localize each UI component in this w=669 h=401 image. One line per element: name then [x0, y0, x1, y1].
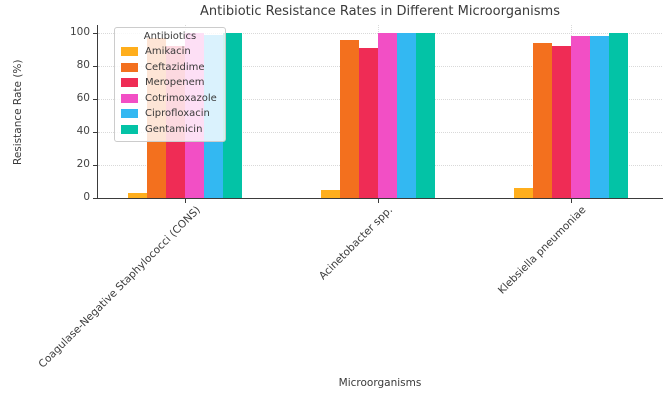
x-tick-1 — [378, 199, 379, 203]
y-axis-spine — [97, 25, 98, 199]
bar-gentamicin-0 — [223, 33, 242, 198]
bar-meropenem-1 — [359, 48, 378, 198]
legend-label: Meropenem — [145, 77, 205, 89]
y-tick-label-40: 40 — [76, 125, 90, 137]
legend: Antibiotics Amikacin Ceftazidime Meropenem… — [114, 27, 226, 142]
legend-swatch-icon — [121, 93, 138, 103]
x-axis-label: Microorganisms — [338, 377, 422, 389]
bar-amikacin-1 — [321, 190, 340, 198]
x-tick-0 — [185, 199, 186, 203]
legend-label: Gentamicin — [145, 123, 203, 135]
legend-label: Amikacin — [145, 46, 191, 58]
legend-item-cotrimoxazole: Cotrimoxazole — [121, 91, 219, 107]
legend-title: Antibiotics — [143, 31, 197, 42]
y-tick-100 — [93, 33, 97, 34]
legend-label: Ceftazidime — [145, 61, 205, 73]
chart-title: Antibiotic Resistance Rates in Different… — [200, 4, 560, 19]
y-tick-label-0: 0 — [83, 191, 90, 203]
legend-label: Cotrimoxazole — [145, 92, 217, 104]
bar-gentamicin-2 — [609, 33, 628, 198]
bar-amikacin-0 — [128, 193, 147, 198]
legend-item-ceftazidime: Ceftazidime — [121, 60, 219, 76]
bar-cotrimoxazole-1 — [378, 33, 397, 198]
y-tick-0 — [93, 198, 97, 199]
y-tick-label-80: 80 — [76, 59, 90, 71]
x-tick-2 — [571, 199, 572, 203]
x-axis-spine — [97, 198, 663, 199]
bar-ceftazidime-2 — [533, 43, 552, 198]
y-tick-80 — [93, 66, 97, 67]
bar-ceftazidime-1 — [340, 40, 359, 198]
bar-ciprofloxacin-1 — [397, 33, 416, 198]
bar-amikacin-2 — [514, 188, 533, 198]
legend-label: Ciprofloxacin — [145, 108, 210, 120]
y-tick-20 — [93, 165, 97, 166]
legend-swatch-icon — [121, 62, 138, 72]
bar-meropenem-2 — [552, 46, 571, 198]
y-axis-label: Resistance Rate (%) — [12, 59, 24, 165]
legend-swatch-icon — [121, 47, 138, 57]
legend-item-meropenem: Meropenem — [121, 75, 219, 91]
x-category-label-1: Acinetobacter spp. — [317, 204, 396, 283]
legend-item-amikacin: Amikacin — [121, 44, 219, 60]
y-tick-label-60: 60 — [76, 92, 90, 104]
y-tick-60 — [93, 99, 97, 100]
bar-cotrimoxazole-2 — [571, 36, 590, 198]
x-category-label-2: Klebsiella pneumoniae — [495, 204, 589, 297]
y-tick-label-20: 20 — [76, 158, 90, 170]
y-tick-label-100: 100 — [69, 26, 90, 38]
legend-item-gentamicin: Gentamicin — [121, 122, 219, 138]
legend-swatch-icon — [121, 109, 138, 119]
bar-ciprofloxacin-2 — [590, 36, 609, 198]
legend-item-ciprofloxacin: Ciprofloxacin — [121, 106, 219, 122]
bar-gentamicin-1 — [416, 33, 435, 198]
legend-swatch-icon — [121, 124, 138, 134]
legend-swatch-icon — [121, 78, 138, 88]
x-category-label-0: Coagulase-Negative Staphylococci (CONS) — [35, 204, 203, 371]
y-tick-40 — [93, 132, 97, 133]
